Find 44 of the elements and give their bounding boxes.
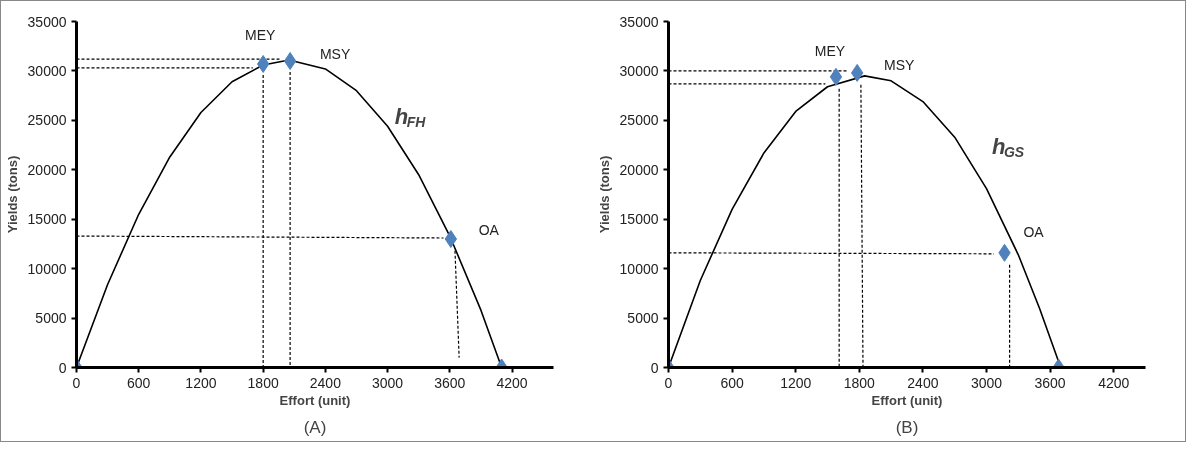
x-tick-label: 3000 [372, 374, 404, 391]
y-tick-label: 10000 [619, 260, 659, 277]
annotation: MSY [319, 46, 351, 63]
x-tick-label: 1200 [185, 374, 217, 391]
x-tick-label: 0 [72, 374, 81, 391]
x-tick-label: 4200 [1098, 374, 1130, 391]
annotation: MEY [814, 42, 846, 59]
x-tick-label: 600 [127, 374, 151, 391]
text: (A) [303, 417, 327, 437]
x-tick-label: 600 [720, 374, 744, 391]
x-axis-title: Effort (unit) [279, 392, 351, 408]
x-tick-label: 3600 [1034, 374, 1066, 391]
x-tick-label: 2400 [309, 374, 342, 391]
x-tick-label: 1800 [843, 374, 876, 391]
x-tick-label: 2400 [907, 374, 939, 391]
y-axis-title: Yields (tons) [596, 155, 612, 234]
y-axis-title: Yields (tons) [4, 155, 20, 234]
y-tick-label: 0 [650, 359, 659, 376]
y-tick-label: 25000 [27, 112, 67, 129]
y-tick-label: 15000 [619, 211, 659, 228]
x-axis-title: Effort (unit) [871, 392, 943, 408]
y-tick-label: 5000 [627, 310, 659, 327]
x-tick-label: 0 [664, 374, 673, 391]
y-tick-label: 20000 [27, 161, 67, 178]
y-tick-label: 0 [58, 359, 67, 376]
annotation: MEY [244, 27, 276, 44]
x-tick-label: 1800 [247, 374, 279, 391]
y-tick-label: 35000 [619, 13, 659, 30]
x-tick-label: 3000 [970, 374, 1003, 391]
text: (B) [895, 417, 919, 437]
y-tick-label: 30000 [27, 62, 67, 79]
y-tick-label: 5000 [35, 310, 67, 327]
annotation: OA [478, 221, 500, 238]
y-tick-label: 35000 [27, 13, 67, 30]
x-tick-label: 3600 [434, 374, 466, 391]
x-tick-label: 4200 [496, 374, 528, 391]
y-tick-label: 20000 [619, 161, 659, 178]
annotation: MSY [884, 56, 916, 73]
y-tick-label: 10000 [27, 260, 67, 277]
annotation: OA [1023, 223, 1045, 240]
y-tick-label: 25000 [619, 112, 659, 129]
y-tick-label: 30000 [619, 62, 659, 79]
y-tick-label: 15000 [27, 211, 67, 228]
x-tick-label: 1200 [780, 374, 812, 391]
